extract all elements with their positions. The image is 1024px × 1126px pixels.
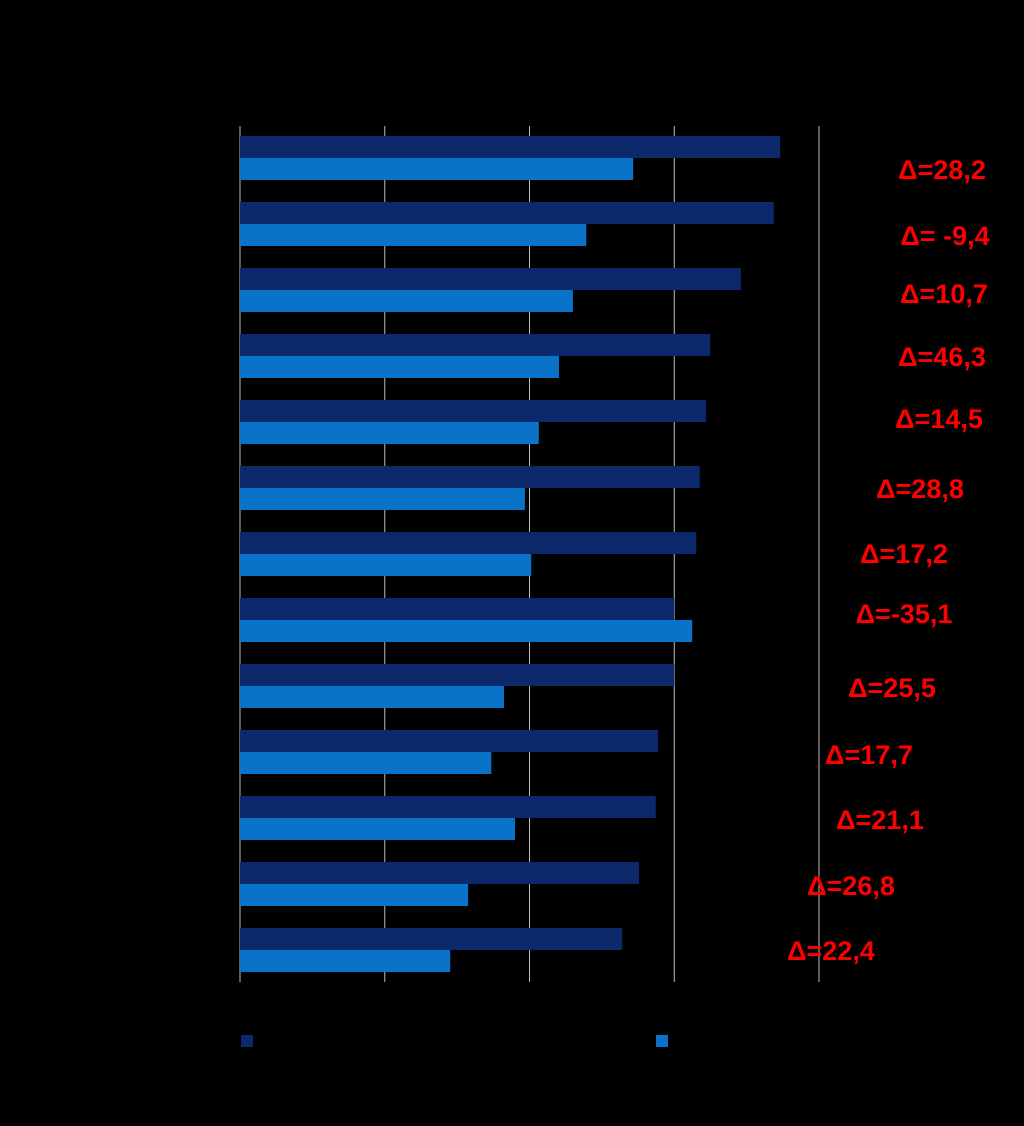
delta-annotation: Δ=10,7 bbox=[900, 279, 988, 309]
delta-annotation: Δ=25,5 bbox=[848, 673, 936, 703]
bar bbox=[240, 334, 711, 356]
bar bbox=[240, 422, 539, 444]
delta-annotation: Δ=28,2 bbox=[898, 155, 986, 185]
bar bbox=[240, 202, 774, 224]
delta-annotation: Δ=21,1 bbox=[836, 805, 924, 835]
bar bbox=[240, 884, 469, 906]
bar bbox=[240, 598, 675, 620]
bar bbox=[240, 752, 492, 774]
delta-annotation: Δ=46,3 bbox=[898, 342, 986, 372]
delta-annotation: Δ=14,5 bbox=[895, 404, 983, 434]
bar bbox=[240, 356, 560, 378]
bar bbox=[240, 158, 634, 180]
bar bbox=[240, 224, 587, 246]
delta-annotation: Δ=22,4 bbox=[787, 936, 875, 966]
bar bbox=[240, 796, 656, 818]
delta-annotation: Δ=-35,1 bbox=[856, 599, 953, 629]
bar bbox=[240, 466, 700, 488]
bar bbox=[240, 268, 741, 290]
delta-annotation: Δ=26,8 bbox=[807, 871, 895, 901]
delta-annotation: Δ=28,8 bbox=[876, 474, 964, 504]
bar bbox=[240, 862, 639, 884]
delta-annotation: Δ=17,7 bbox=[825, 740, 913, 770]
delta-annotation: Δ= -9,4 bbox=[900, 221, 989, 251]
bar bbox=[240, 818, 516, 840]
delta-annotation: Δ=17,2 bbox=[860, 539, 948, 569]
bar bbox=[240, 664, 675, 686]
bar bbox=[240, 686, 505, 708]
bar bbox=[240, 400, 707, 422]
bar bbox=[240, 554, 532, 576]
bar bbox=[240, 290, 573, 312]
bar bbox=[240, 620, 693, 642]
legend-swatch bbox=[656, 1035, 668, 1047]
bar bbox=[240, 488, 525, 510]
bar bbox=[240, 928, 623, 950]
legend-swatch bbox=[241, 1035, 253, 1047]
bar bbox=[240, 532, 697, 554]
bar bbox=[240, 950, 451, 972]
bar bbox=[240, 136, 781, 158]
bar bbox=[240, 730, 659, 752]
